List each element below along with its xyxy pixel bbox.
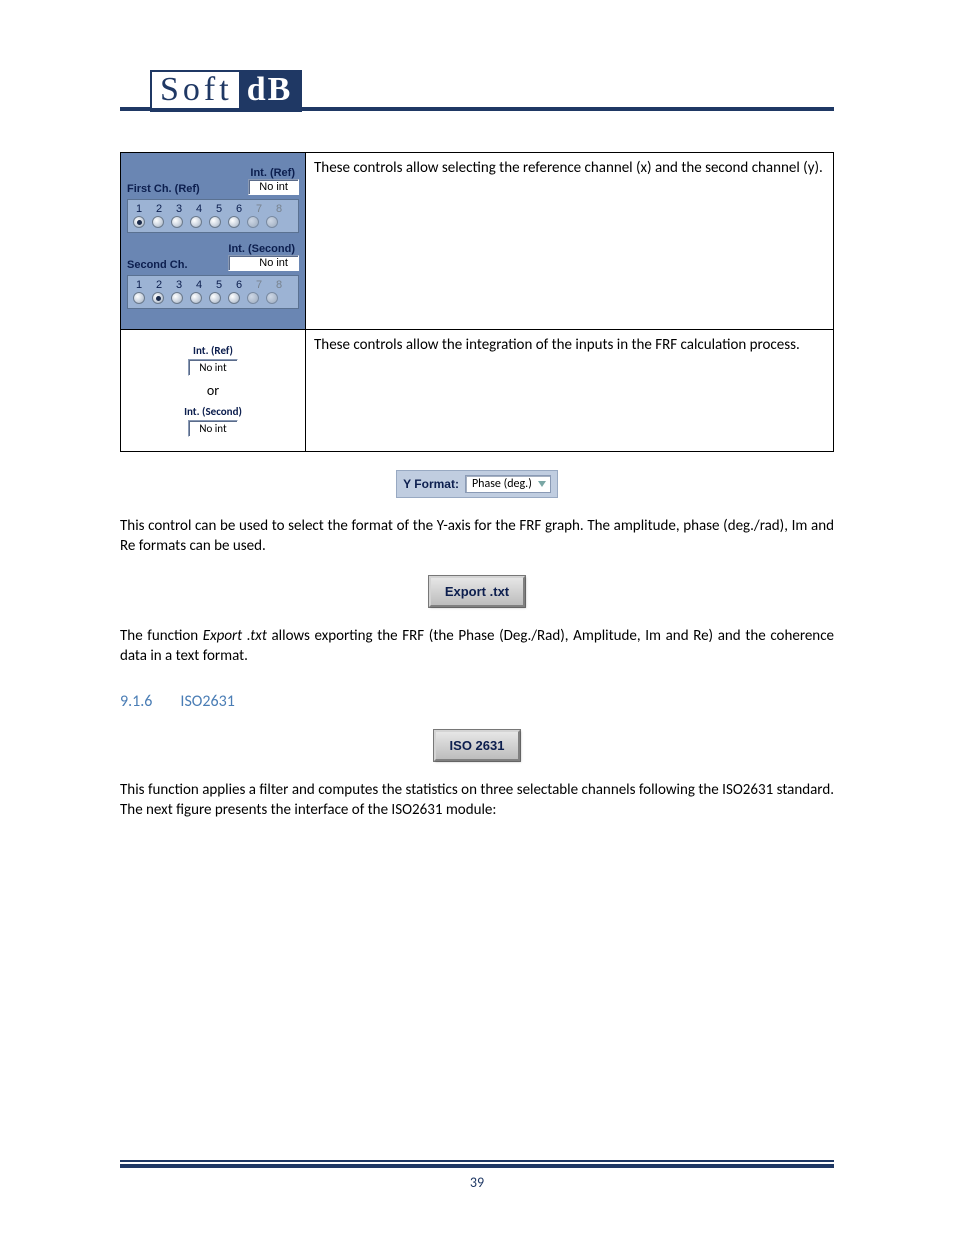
- section-heading: 9.1.6 ISO2631: [120, 692, 834, 711]
- channel-number: 8: [274, 279, 284, 291]
- export-text-pre: The function: [120, 627, 203, 645]
- header-logo-row: Soft dB: [120, 70, 834, 112]
- row1-description: These controls allow selecting the refer…: [314, 159, 823, 177]
- desc-cell: These controls allow the integration of …: [306, 330, 834, 452]
- logo-text-left: Soft: [152, 72, 239, 108]
- channel-radio[interactable]: [133, 216, 145, 228]
- first-ch-strip: 12345678: [127, 199, 299, 233]
- export-text-em: Export .txt: [203, 627, 267, 645]
- channel-number: 5: [214, 203, 224, 215]
- channel-radio[interactable]: [209, 292, 221, 304]
- iso-figure: ISO 2631: [120, 729, 834, 762]
- or-text: or: [184, 382, 242, 399]
- header-rule-right: [302, 107, 834, 111]
- channel-radio[interactable]: [190, 216, 202, 228]
- brand-logo: Soft dB: [150, 70, 302, 112]
- row2-description: These controls allow the integration of …: [314, 336, 800, 354]
- yformat-value: Phase (deg.): [472, 477, 532, 491]
- channel-number: 1: [134, 203, 144, 215]
- channel-number: 7: [254, 279, 264, 291]
- channel-radio[interactable]: [152, 292, 164, 304]
- logo-text-right: dB: [239, 72, 301, 108]
- channel-number: 5: [214, 279, 224, 291]
- page-number: 39: [120, 1174, 834, 1191]
- controls-table: Int. (Ref) No int First Ch. (Ref) 123456…: [120, 152, 834, 452]
- export-txt-button[interactable]: Export .txt: [429, 576, 525, 607]
- table-row: Int. (Ref) No int or Int. (Second) No in…: [121, 330, 834, 452]
- channel-radio: [266, 292, 278, 304]
- desc-cell: These controls allow selecting the refer…: [306, 153, 834, 330]
- channel-number: 1: [134, 279, 144, 291]
- channel-radio[interactable]: [228, 216, 240, 228]
- iso2631-button[interactable]: ISO 2631: [434, 730, 521, 761]
- channel-number: 2: [154, 203, 164, 215]
- channel-number: 3: [174, 279, 184, 291]
- int-ref-select-2[interactable]: No int: [188, 359, 237, 376]
- channel-radio[interactable]: [190, 292, 202, 304]
- channel-radio[interactable]: [171, 216, 183, 228]
- paragraph-export: The function Export .txt allows exportin…: [120, 626, 834, 667]
- chevron-down-icon: [538, 481, 546, 487]
- export-figure: Export .txt: [120, 575, 834, 608]
- second-ch-strip: 12345678: [127, 275, 299, 309]
- channel-radio[interactable]: [133, 292, 145, 304]
- int-ref-select[interactable]: No int: [248, 179, 299, 195]
- paragraph-iso: This function applies a filter and compu…: [120, 780, 834, 821]
- channel-radio: [247, 216, 259, 228]
- section-title: ISO2631: [180, 692, 234, 711]
- channel-number: 2: [154, 279, 164, 291]
- yformat-select[interactable]: Phase (deg.): [465, 475, 551, 493]
- int-ref-label-2: Int. (Ref): [184, 344, 242, 357]
- ui-cell-channel-selectors: Int. (Ref) No int First Ch. (Ref) 123456…: [121, 153, 306, 330]
- yformat-label: Y Format:: [403, 477, 459, 491]
- channel-number: 4: [194, 203, 204, 215]
- int-second-select-2[interactable]: No int: [188, 420, 237, 437]
- int-second-select[interactable]: No int: [228, 255, 299, 271]
- channel-radio[interactable]: [209, 216, 221, 228]
- channel-radio: [247, 292, 259, 304]
- table-row: Int. (Ref) No int First Ch. (Ref) 123456…: [121, 153, 834, 330]
- channel-radio: [266, 216, 278, 228]
- int-second-label-2: Int. (Second): [184, 405, 242, 418]
- channel-radio[interactable]: [171, 292, 183, 304]
- channel-number: 7: [254, 203, 264, 215]
- channel-number: 3: [174, 203, 184, 215]
- ui-cell-integration: Int. (Ref) No int or Int. (Second) No in…: [121, 330, 306, 452]
- channel-number: 6: [234, 279, 244, 291]
- channel-number: 4: [194, 279, 204, 291]
- channel-radio[interactable]: [152, 216, 164, 228]
- yformat-figure: Y Format: Phase (deg.): [120, 470, 834, 498]
- paragraph-yformat: This control can be used to select the f…: [120, 516, 834, 557]
- channel-number: 6: [234, 203, 244, 215]
- channel-number: 8: [274, 203, 284, 215]
- channel-radio[interactable]: [228, 292, 240, 304]
- header-rule-left: [120, 107, 150, 111]
- page-footer: 39: [120, 1160, 834, 1191]
- int-second-label: Int. (Second): [228, 243, 299, 255]
- int-ref-label: Int. (Ref): [248, 167, 299, 179]
- footer-rule: [120, 1160, 834, 1162]
- section-number: 9.1.6: [120, 692, 152, 711]
- footer-rule: [120, 1164, 834, 1168]
